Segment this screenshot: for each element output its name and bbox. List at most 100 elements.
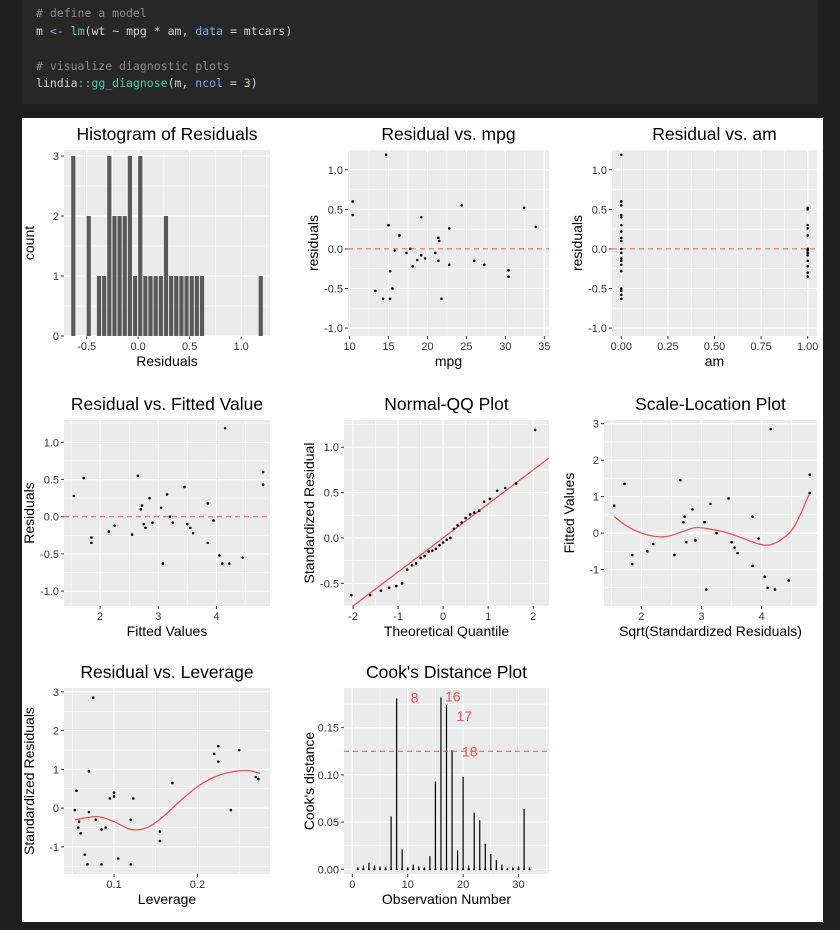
data-point <box>394 584 398 588</box>
data-point <box>620 263 623 267</box>
data-point <box>410 563 414 567</box>
plot-title: Histogram of Residuals <box>77 124 258 144</box>
data-point <box>220 562 224 565</box>
data-point <box>414 562 418 565</box>
smooth-line <box>74 769 261 831</box>
x-tick-label: 1 <box>485 611 491 623</box>
cooks-distance-point <box>367 868 371 871</box>
data-point <box>468 513 472 516</box>
data-point <box>158 839 162 843</box>
plot-title: Residual vs. mpg <box>381 124 515 144</box>
data-point <box>72 494 76 498</box>
data-point <box>431 549 434 552</box>
cooks-distance-point <box>378 868 382 871</box>
data-point <box>136 474 140 478</box>
point-label: 8 <box>411 689 419 705</box>
histogram-bar <box>199 276 205 336</box>
data-point <box>445 538 449 542</box>
x-tick-label: 1.0 <box>234 341 249 353</box>
data-point <box>398 234 401 237</box>
data-point <box>483 263 486 267</box>
data-point <box>212 519 215 522</box>
data-point <box>186 522 189 526</box>
data-point <box>409 247 412 251</box>
data-point <box>534 225 538 229</box>
data-point <box>139 507 143 511</box>
data-point <box>533 428 537 432</box>
x-tick-label: 3 <box>155 611 161 623</box>
x-tick-label: 10 <box>343 341 355 353</box>
x-tick-label: 4 <box>759 611 765 623</box>
data-point <box>216 760 220 763</box>
data-point <box>763 575 766 579</box>
cooks-distance-point <box>423 868 426 871</box>
cooks-distance-point <box>522 868 526 871</box>
plot-data <box>612 153 817 301</box>
histogram-bar <box>143 276 148 336</box>
code-line-diagnose: lindia::gg_diagnose(m, ncol = 3) <box>36 76 258 90</box>
data-point <box>131 797 135 800</box>
data-point <box>766 586 769 590</box>
histogram-bar <box>96 276 102 336</box>
data-point <box>620 257 623 260</box>
x-tick-label: -1 <box>393 611 403 623</box>
data-point <box>460 204 464 207</box>
data-point <box>261 483 265 487</box>
plot-data <box>64 426 270 565</box>
histogram-bar <box>132 276 138 336</box>
plot-6: 2 3 4 -1 0 1 2 3 Scale-Location Plot Sqrt(Standar… <box>561 394 817 639</box>
data-point <box>171 521 175 524</box>
data-point <box>158 830 162 833</box>
y-tick-label: 0.5 <box>324 488 339 500</box>
data-point <box>257 777 260 781</box>
x-tick-label: 0 <box>349 879 355 891</box>
y-tick-label: 2 <box>593 455 599 467</box>
data-point <box>75 789 78 792</box>
data-point <box>218 554 221 557</box>
data-point <box>482 500 486 503</box>
x-tick-label: 25 <box>460 341 472 353</box>
cooks-distance-point <box>456 868 459 871</box>
code-cell[interactable]: # define a model m <- lm(wt ~ mpg * am, … <box>22 0 818 104</box>
data-point <box>381 297 385 301</box>
data-point <box>620 251 623 255</box>
cooks-distance-point <box>406 868 409 871</box>
y-tick-label: 1 <box>593 492 599 504</box>
data-point <box>427 550 431 553</box>
y-tick-label: 0.0 <box>44 512 59 524</box>
data-point <box>806 275 809 278</box>
data-point <box>673 553 676 557</box>
x-axis-title: Residuals <box>136 353 197 369</box>
x-axis-title: Theoretical Quantile <box>384 623 510 639</box>
x-tick-label: 15 <box>382 341 394 353</box>
cooks-distance-point <box>506 868 509 871</box>
data-point <box>142 522 146 526</box>
histogram-bar <box>122 216 127 336</box>
x-tick-label: -0.5 <box>77 341 96 353</box>
y-tick-label: 2 <box>53 726 59 738</box>
y-tick-label: -1.0 <box>324 323 343 335</box>
data-point <box>507 269 510 272</box>
cooks-distance-point <box>517 868 520 871</box>
plot-title: Residual vs. am <box>652 124 777 144</box>
data-point <box>113 524 116 527</box>
data-point <box>620 239 623 243</box>
data-point <box>405 251 408 255</box>
y-tick-label: -1.0 <box>40 586 59 598</box>
y-tick-label: -1 <box>49 842 59 854</box>
plot-title: Cook's Distance Plot <box>366 662 527 682</box>
data-point <box>87 770 91 773</box>
x-tick-label: 0.0 <box>131 341 146 353</box>
data-point <box>77 820 81 823</box>
diagnostic-plots-figure: -0.5 0.0 0.5 1.0 0 1 2 3 Histogram of Residuals R… <box>22 124 818 907</box>
data-point <box>806 208 809 211</box>
plot-panel <box>348 150 549 336</box>
data-point <box>620 223 623 227</box>
data-point <box>456 523 459 527</box>
cooks-distance-point <box>412 868 415 871</box>
data-point <box>100 863 103 866</box>
cooks-distance-point <box>373 868 376 871</box>
cooks-distance-point <box>489 868 492 871</box>
data-point <box>388 269 392 273</box>
data-point <box>387 223 390 227</box>
